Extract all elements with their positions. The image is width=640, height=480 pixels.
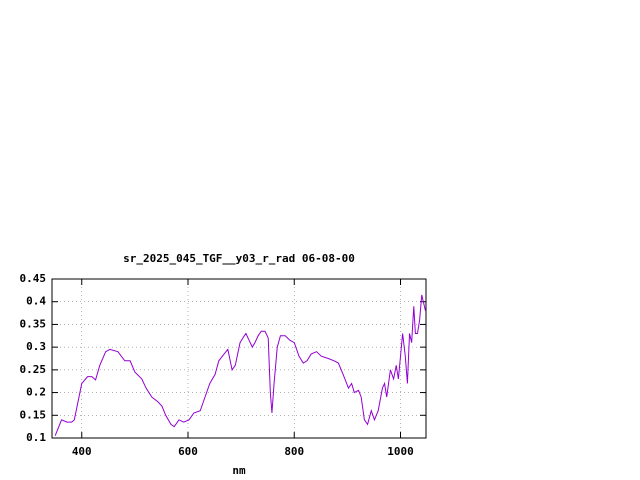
- y-tick-label: 0.2: [26, 386, 46, 399]
- x-tick-label: 400: [72, 445, 92, 458]
- y-tick-label: 0.45: [20, 272, 47, 285]
- x-tick-label: 1000: [387, 445, 414, 458]
- y-tick-label: 0.3: [26, 340, 46, 353]
- x-tick-label: 800: [284, 445, 304, 458]
- y-tick-label: 0.15: [20, 408, 47, 421]
- plot-border: [51, 278, 427, 439]
- chart-title: sr_2025_045_TGF__y03_r_rad 06-08-00: [123, 252, 355, 265]
- y-tick-label: 0.1: [26, 431, 46, 444]
- y-tick-label: 0.35: [20, 317, 47, 330]
- y-tick-label: 0.4: [26, 295, 46, 308]
- x-tick-label: 600: [178, 445, 198, 458]
- y-tick-label: 0.25: [20, 363, 47, 376]
- data-line: [54, 294, 426, 436]
- x-axis-label: nm: [232, 464, 246, 477]
